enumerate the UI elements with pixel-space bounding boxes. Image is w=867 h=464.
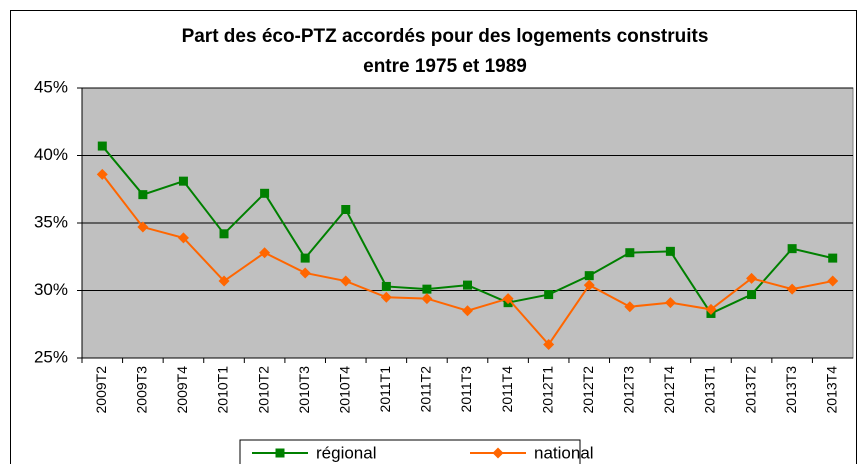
marker <box>381 281 391 291</box>
marker <box>96 168 108 180</box>
chart-title: entre 1975 et 1989 <box>363 56 527 77</box>
x-tick-label: 2010T1 <box>215 366 231 414</box>
marker <box>299 267 311 279</box>
y-tick-label: 40% <box>34 145 68 164</box>
marker <box>421 293 433 305</box>
marker <box>543 339 555 350</box>
x-tick-label: 2009T2 <box>93 366 109 414</box>
marker <box>502 293 514 305</box>
x-tick-label: 2012T1 <box>539 366 555 414</box>
marker <box>787 244 797 254</box>
marker <box>828 253 838 263</box>
y-tick-label: 25% <box>34 347 68 366</box>
marker <box>422 284 432 294</box>
marker <box>341 205 351 214</box>
marker <box>624 301 636 313</box>
marker <box>544 290 554 300</box>
marker <box>746 272 758 284</box>
x-tick-label: 2011T1 <box>377 366 393 413</box>
marker <box>138 190 148 200</box>
marker <box>137 221 149 233</box>
x-tick-label: 2013T1 <box>702 366 718 414</box>
chart-title: Part des éco-PTZ accordés pour des logem… <box>182 26 709 47</box>
marker <box>827 275 839 287</box>
legend-marker <box>492 447 504 459</box>
marker <box>747 290 757 300</box>
marker <box>583 279 595 291</box>
x-tick-label: 2010T3 <box>296 366 312 414</box>
marker <box>97 141 107 151</box>
marker <box>462 305 473 317</box>
marker <box>219 229 229 239</box>
marker <box>380 291 392 303</box>
y-tick-label: 30% <box>34 280 68 299</box>
marker <box>178 176 188 186</box>
x-tick-label: 2011T3 <box>458 366 474 413</box>
x-tick-label: 2012T2 <box>580 366 596 414</box>
marker <box>665 246 675 256</box>
y-tick-label: 35% <box>34 212 68 231</box>
x-tick-label: 2013T2 <box>742 366 758 414</box>
legend-marker <box>275 448 285 458</box>
x-tick-label: 2013T3 <box>783 366 799 414</box>
x-tick-label: 2010T4 <box>336 366 352 414</box>
x-tick-label: 2011T2 <box>418 366 434 413</box>
y-tick-label: 45% <box>34 77 68 96</box>
marker <box>625 248 635 258</box>
x-tick-label: 2010T2 <box>255 366 271 414</box>
marker <box>786 283 798 295</box>
marker <box>259 247 271 259</box>
marker <box>705 303 717 315</box>
marker <box>260 188 270 198</box>
x-tick-label: 2013T4 <box>823 366 839 414</box>
marker <box>218 275 230 287</box>
x-tick-label: 2012T3 <box>621 366 637 414</box>
x-tick-label: 2011T4 <box>499 366 515 413</box>
x-tick-label: 2009T4 <box>174 366 190 414</box>
marker <box>463 280 472 290</box>
marker <box>584 271 594 281</box>
marker <box>300 253 310 263</box>
marker <box>340 275 352 287</box>
legend-label: national <box>534 443 594 462</box>
x-tick-label: 2009T3 <box>134 366 150 414</box>
marker <box>177 232 189 244</box>
marker <box>664 297 676 309</box>
legend-label: régional <box>316 443 377 462</box>
x-tick-label: 2012T4 <box>661 366 677 414</box>
